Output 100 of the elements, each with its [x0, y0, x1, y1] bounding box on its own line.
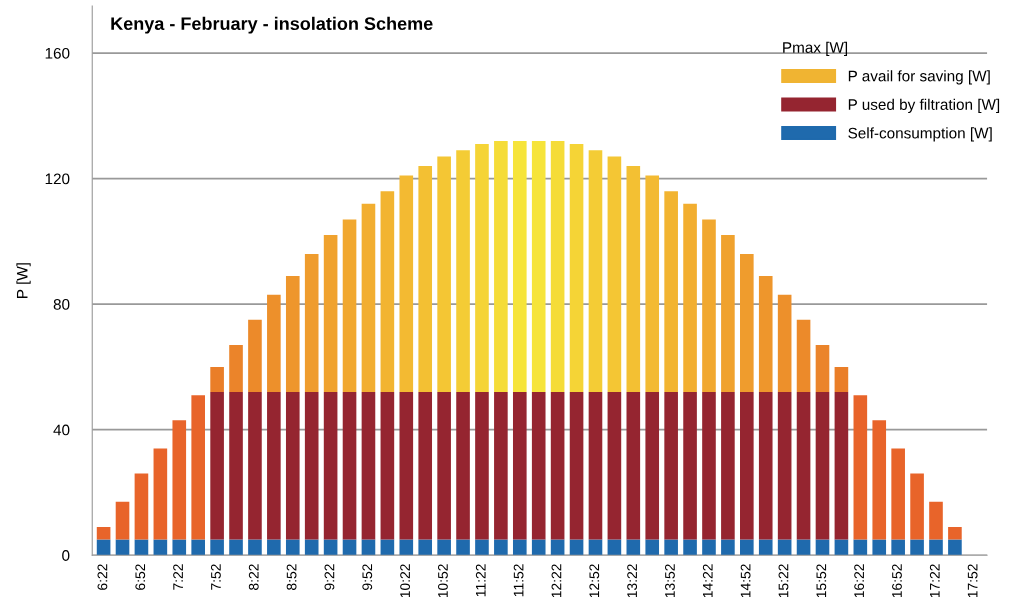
x-tick-label: 13:22	[627, 564, 638, 597]
x-tick-label: 9:52	[362, 564, 373, 590]
bar	[815, 392, 830, 540]
bar	[475, 392, 489, 540]
bar	[399, 392, 414, 540]
bar	[531, 140, 546, 393]
bar	[191, 539, 205, 556]
bar	[872, 420, 887, 540]
bar	[456, 392, 470, 540]
legend-label: Self-consumption [W]	[848, 127, 992, 142]
bar	[399, 175, 414, 393]
x-tick-label: 7:22	[173, 564, 183, 590]
bar	[569, 392, 584, 540]
bar	[853, 539, 868, 556]
bar	[475, 539, 489, 556]
bar	[664, 392, 678, 540]
bar	[550, 539, 565, 556]
bar	[418, 166, 433, 393]
bar	[210, 539, 224, 556]
y-axis-title: P [W]	[16, 263, 31, 298]
x-tick-label: 16:22	[854, 564, 865, 597]
bar	[645, 539, 660, 556]
x-tick-label: 9:22	[324, 564, 335, 590]
text: Kenya - February - insolation Scheme	[111, 16, 433, 34]
x-tick-label: 10:52	[438, 564, 448, 597]
bar	[323, 235, 338, 393]
x-tick-label: 6:52	[135, 564, 146, 590]
bar	[891, 539, 905, 556]
bar	[267, 539, 281, 556]
bar	[134, 539, 149, 556]
bar	[569, 144, 584, 393]
bar	[494, 140, 508, 393]
bar	[531, 392, 546, 540]
bar	[702, 219, 716, 393]
bar	[323, 392, 338, 540]
bar	[210, 392, 224, 540]
bar	[210, 366, 224, 393]
bar	[229, 344, 243, 393]
x-tick-label: 11:22	[475, 564, 486, 597]
bar	[361, 203, 376, 393]
bar	[494, 392, 508, 540]
x-tick-label: 12:52	[589, 564, 600, 597]
bar	[683, 392, 697, 540]
bar	[361, 539, 376, 556]
bar	[834, 539, 849, 556]
x-tick-label: 15:52	[816, 564, 827, 597]
bar	[645, 392, 660, 540]
bar	[380, 392, 395, 540]
bar	[588, 539, 603, 556]
y-tick-label: 160	[45, 47, 70, 59]
bar	[342, 219, 357, 393]
bar	[153, 448, 168, 540]
bar	[418, 392, 433, 540]
bar	[796, 319, 811, 393]
bar	[285, 539, 300, 556]
bar	[929, 539, 943, 556]
bar	[550, 140, 565, 393]
bar	[323, 539, 338, 556]
x-tick-label: 15:22	[778, 564, 789, 597]
bar	[702, 392, 716, 540]
bar	[512, 539, 527, 556]
x-tick-label: 10:22	[400, 564, 411, 597]
bar	[512, 392, 527, 540]
bar	[588, 392, 603, 540]
bar	[304, 253, 319, 393]
bar	[304, 392, 319, 540]
x-tick-label: 6:22	[97, 564, 108, 590]
bar	[437, 539, 451, 556]
bar	[380, 191, 395, 393]
bar	[361, 392, 376, 540]
bar	[664, 539, 678, 556]
bar	[115, 501, 130, 540]
bar	[342, 539, 357, 556]
bar	[96, 526, 111, 540]
bar	[891, 448, 905, 540]
bar	[475, 144, 489, 393]
bar	[285, 275, 300, 393]
bar	[626, 539, 641, 556]
bar	[569, 539, 584, 556]
bar	[683, 203, 697, 393]
bar	[626, 166, 641, 393]
bar	[342, 392, 357, 540]
x-tick-label: 8:52	[286, 564, 297, 590]
bar	[248, 319, 262, 393]
bar	[512, 140, 527, 393]
bar	[607, 539, 622, 556]
bar	[115, 539, 130, 556]
bar	[248, 392, 262, 540]
bar	[172, 420, 187, 540]
bar	[437, 392, 451, 540]
x-tick-label: 13:52	[665, 564, 675, 597]
bar	[796, 392, 811, 540]
bar	[758, 539, 773, 556]
bar	[626, 392, 641, 540]
bar	[153, 539, 168, 556]
bar	[380, 539, 395, 556]
bar	[702, 539, 716, 556]
bar	[758, 392, 773, 540]
bar	[853, 395, 868, 540]
bar	[948, 526, 962, 540]
